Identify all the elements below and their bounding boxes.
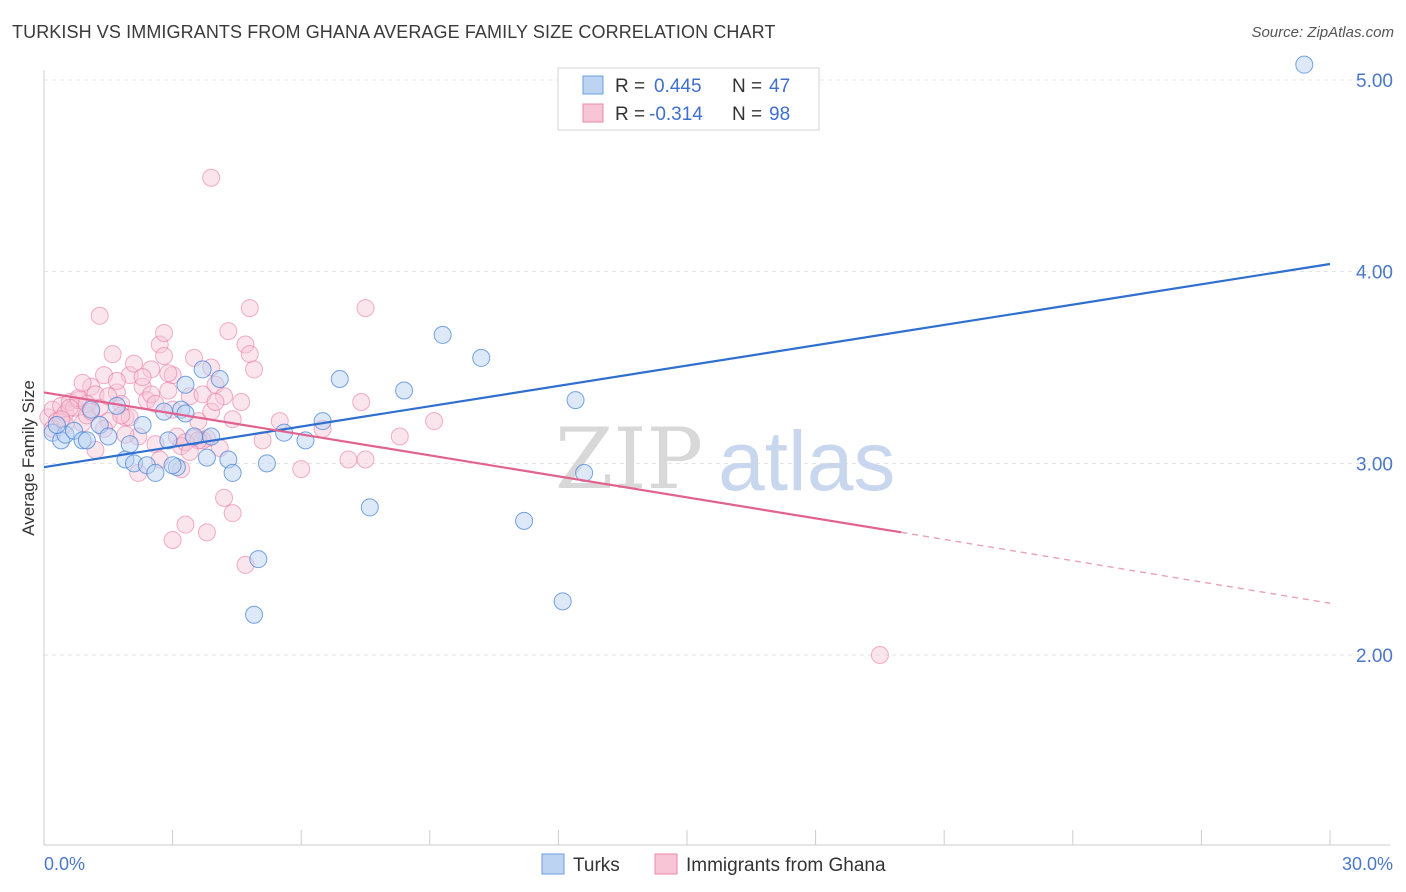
ghana-point	[90, 306, 109, 325]
x-axis-ticks	[43, 830, 1331, 845]
y-tick-label: 4.00	[1356, 263, 1393, 284]
turks-point	[257, 454, 276, 473]
chart-title: TURKISH VS IMMIGRANTS FROM GHANA AVERAGE…	[12, 22, 776, 42]
ghana-point	[155, 324, 174, 342]
turks-point	[330, 370, 349, 388]
turks-point	[515, 511, 534, 530]
ghana-point	[159, 364, 178, 383]
ghana-point	[245, 360, 264, 379]
turks-point	[163, 456, 182, 475]
chart-source: Source: ZipAtlas.com	[1251, 24, 1394, 41]
turks-point	[210, 370, 229, 388]
ghana-point	[223, 504, 242, 523]
ghana-point	[339, 450, 358, 469]
legend-r-value-ghana: -0.314	[649, 104, 703, 125]
ghana-trend-line	[43, 391, 902, 534]
turks-point	[223, 463, 242, 482]
ghana-point	[240, 299, 259, 318]
ghana-trend-extension	[901, 531, 1331, 604]
turks-point	[249, 550, 268, 569]
turks-point	[47, 416, 66, 434]
ghana-point	[133, 368, 152, 387]
turks-point	[193, 360, 212, 379]
ghana-point	[103, 345, 122, 364]
turks-point	[566, 391, 585, 410]
ghana-point	[73, 373, 92, 392]
turks-point	[245, 605, 264, 624]
legend-r-label-turks: R =	[615, 76, 645, 97]
legend-swatch-turks	[582, 75, 604, 95]
x-tick-label-max: 30.0%	[1342, 854, 1393, 874]
x-tick-label-min: 0.0%	[44, 854, 85, 874]
ghana-point	[142, 385, 161, 404]
y-axis-label: Average Family Size	[19, 380, 38, 536]
watermark-zip: ZIP	[555, 410, 703, 508]
ghana-point	[163, 531, 182, 549]
turks-point	[395, 381, 414, 400]
turks-point	[433, 325, 452, 344]
bottom-legend-label-ghana: Immigrants from Ghana	[686, 855, 886, 876]
ghana-point	[206, 393, 225, 411]
legend-r-value-turks: 0.445	[654, 76, 702, 97]
trend-lines	[43, 262, 1331, 604]
ghana-point	[219, 322, 238, 341]
legend-n-label-turks: N =	[732, 76, 762, 97]
turks-point	[159, 431, 178, 450]
ghana-point	[425, 412, 444, 431]
ghana-point	[356, 450, 375, 469]
y-tick-label: 5.00	[1356, 71, 1393, 92]
ghana-point	[240, 345, 259, 364]
turks-trend-line	[43, 262, 1331, 469]
turks-point	[133, 416, 152, 434]
bottom-legend-swatch-ghana	[654, 853, 678, 875]
ghana-point	[215, 387, 234, 406]
bottom-legend-label-turks: Turks	[573, 855, 620, 876]
turks-point	[99, 427, 118, 446]
ghana-point	[176, 515, 195, 534]
turks-point	[472, 348, 491, 367]
turks-point	[360, 498, 379, 517]
y-tick-label: 3.00	[1356, 454, 1393, 475]
turks-point	[146, 463, 165, 482]
watermark-atlas: atlas	[718, 414, 895, 508]
turks-point	[1295, 55, 1314, 74]
ghana-point	[870, 646, 889, 664]
ghana-point	[150, 335, 169, 354]
turks-point	[82, 400, 101, 419]
ghana-point	[236, 335, 255, 354]
ghana-point	[159, 381, 178, 400]
ghana-point	[390, 427, 409, 446]
legend-n-value-turks: 47	[769, 76, 790, 97]
turks-point	[197, 448, 216, 467]
legend-r-label-ghana: R =	[615, 104, 645, 125]
ghana-point	[215, 488, 234, 507]
ghana-point	[356, 299, 375, 318]
legend-n-label-ghana: N =	[732, 104, 762, 125]
turks-point	[77, 431, 96, 450]
ghana-point	[107, 371, 126, 390]
watermark: ZIP atlas	[555, 410, 895, 508]
ghana-point	[232, 393, 251, 411]
bottom-legend-swatch-turks	[541, 853, 565, 875]
turks-point	[176, 375, 195, 394]
legend-n-value-ghana: 98	[769, 104, 790, 125]
ghana-point	[292, 460, 311, 479]
ghana-point	[197, 523, 216, 542]
axes	[43, 70, 1390, 846]
legend-swatch-ghana	[582, 103, 604, 123]
ghana-point	[155, 347, 174, 365]
turks-point	[553, 592, 572, 611]
y-tick-label: 2.00	[1356, 646, 1393, 667]
ghana-point	[125, 354, 144, 373]
y-axis-tick-labels: 2.00 3.00 4.00 5.00	[1356, 71, 1393, 667]
ghana-point	[202, 168, 221, 187]
ghana-point	[352, 393, 371, 411]
series-turks-points	[43, 55, 1314, 624]
turks-point	[120, 435, 139, 454]
bottom-legend: Turks Immigrants from Ghana	[541, 853, 886, 876]
legend-box: R = 0.445 N = 47 R = -0.314 N = 98	[557, 67, 820, 131]
